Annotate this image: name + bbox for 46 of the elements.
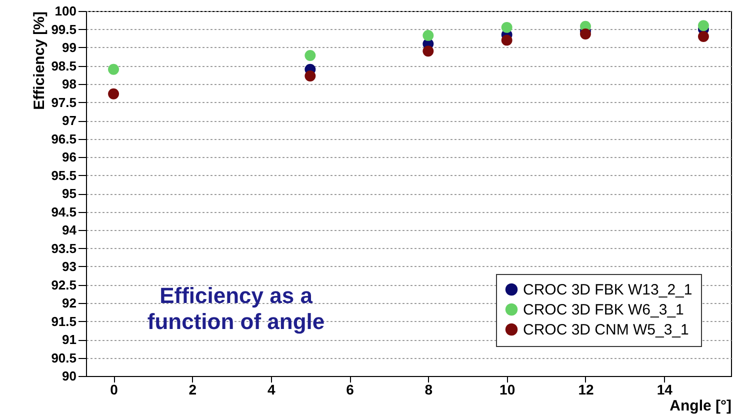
y-tick-label: 98 [62,76,76,92]
legend-label: CROC 3D CNM W5_3_1 [523,322,689,338]
y-tick-label: 92.5 [51,277,76,292]
y-tick-label: 90.5 [51,350,76,366]
y-tick-label: 96.5 [51,131,76,146]
y-tick-label: 97.5 [51,94,76,110]
x-tick-label: 8 [424,382,433,398]
y-tick-label: 90 [62,368,76,384]
point [501,34,512,46]
point [698,20,709,32]
point [580,28,591,40]
y-axis-title: Efficiency [%] [31,12,48,110]
x-tick-label: 2 [188,382,197,398]
x-tick-label: 14 [656,382,673,398]
x-tick-label: 0 [110,382,118,398]
point [501,22,512,33]
y-tick-label: 94 [62,222,78,238]
x-tick-label: 10 [500,382,516,398]
y-tick-label: 99 [62,40,76,55]
x-axis-title: Angle [°] [670,398,732,414]
point [108,64,120,75]
point [422,46,434,57]
x-tick-label: 4 [267,382,276,398]
y-tick-label: 96 [62,150,76,164]
y-tick-label: 92 [62,296,76,310]
x-tick-label: 12 [578,382,594,398]
y-tick-label: 95 [62,186,76,201]
point [698,31,709,42]
y-tick-label: 91 [62,332,76,347]
y-tick-label: 94.5 [51,204,76,220]
point [422,30,434,41]
legend-label: CROC 3D FBK W6_3_1 [523,302,684,318]
y-tick-label: 91.5 [51,314,76,329]
annotation: Efficiency as a function of angle [147,283,325,334]
point [304,70,316,82]
y-tick-label: 97 [62,113,76,128]
y-tick-label: 95.5 [51,168,76,183]
y-tick-label: 93.5 [51,240,76,256]
point [304,50,316,61]
point [108,88,120,100]
y-tick-label: 99.5 [51,22,76,37]
x-tick-label: 6 [346,382,354,398]
y-tick-label: 98.5 [51,58,76,74]
y-tick-label: 100 [54,4,76,18]
legend-label: CROC 3D FBK W13_2_1 [523,282,692,298]
y-tick-label: 93 [62,259,76,274]
